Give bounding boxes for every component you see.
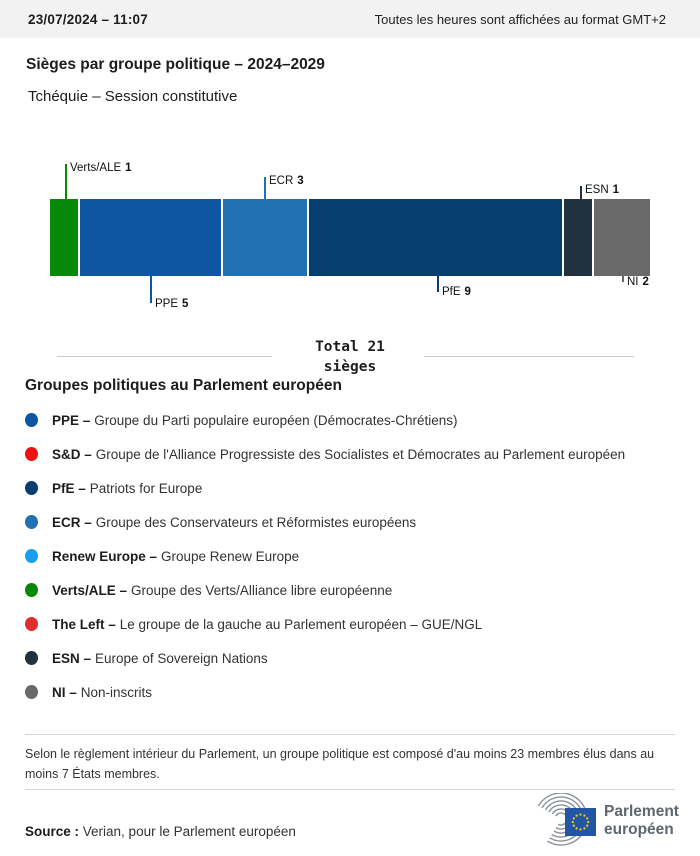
legend-desc: Europe of Sovereign Nations (95, 650, 268, 666)
group-seats: 9 (464, 286, 471, 298)
legend-desc: Patriots for Europe (89, 480, 203, 496)
legend-item-ppe: PPE – Groupe du Parti populaire européen … (25, 403, 685, 437)
legend-abbr: ESN – (52, 650, 92, 666)
legend-desc: Groupe du Parti populaire européen (Démo… (94, 412, 458, 428)
legend-item-esn: ESN – Europe of Sovereign Nations (25, 641, 685, 675)
ecr-color-dot-icon (25, 515, 38, 529)
bar-segment-ppe[interactable] (80, 199, 221, 276)
legend-desc: Groupe des Verts/Alliance libre européen… (131, 582, 393, 598)
callout-tick-ni (622, 276, 624, 282)
ep-hemicycle-icon: Parlement européen (534, 792, 679, 846)
timezone-note: Toutes les heures sont affichées au form… (374, 11, 666, 27)
renew-color-dot-icon (25, 549, 38, 563)
legend-heading: Groupes politiques au Parlement européen (25, 377, 342, 394)
callout-label-verts-ale: Verts/ALE 1 (70, 162, 132, 174)
footnote-text: Selon le règlement intérieur du Parlemen… (25, 747, 655, 781)
legend-abbr: ECR – (52, 514, 92, 530)
legend-item-sd: S&D – Groupe de l'Alliance Progressiste d… (25, 437, 685, 471)
page-title: Sièges par groupe politique – 2024–2029 (26, 56, 325, 73)
legend-desc: Groupe de l'Alliance Progressiste des So… (95, 446, 626, 462)
callout-tick-esn (580, 186, 582, 199)
ppe-color-dot-icon (25, 413, 38, 427)
callout-tick-ecr (264, 177, 266, 199)
pfe-color-dot-icon (25, 481, 38, 495)
legend-abbr: Verts/ALE – (52, 582, 128, 598)
seats-stacked-bar-chart: Verts/ALE 1 PPE 5 ECR 3 PfE 9 ESN 1 NI 2 (50, 150, 650, 325)
legend-abbr: PfE – (52, 480, 86, 496)
legend-item-ni: NI – Non-inscrits (25, 675, 685, 709)
legend-abbr: S&D – (52, 446, 92, 462)
legend-item-the-left: The Left – Le groupe de la gauche au Parl… (25, 607, 685, 641)
callout-label-ecr: ECR 3 (269, 175, 304, 187)
group-name: NI (627, 276, 639, 288)
esn-color-dot-icon (25, 651, 38, 665)
legend-item-renew: Renew Europe – Groupe Renew Europe (25, 539, 685, 573)
group-name: PfE (442, 286, 461, 298)
legend-abbr: PPE – (52, 412, 91, 428)
source-line: Source : Verian, pour le Parlement europ… (25, 824, 296, 839)
group-name: ESN (585, 184, 609, 196)
sd-color-dot-icon (25, 447, 38, 461)
logo-text-line2: européen (604, 821, 674, 838)
footnote-divider-top (25, 734, 675, 735)
callout-tick-ppe (150, 276, 152, 303)
group-name: Verts/ALE (70, 162, 122, 174)
group-seats: 1 (612, 184, 620, 196)
legend-desc: Groupe Renew Europe (161, 548, 300, 564)
callout-label-esn: ESN 1 (585, 184, 619, 196)
bar-segment-ni[interactable] (593, 199, 650, 276)
bar-segment-ecr[interactable] (222, 199, 307, 276)
total-line2: sièges (323, 359, 377, 375)
group-seats: 2 (642, 276, 649, 288)
group-name: PPE (155, 298, 179, 310)
legend-item-verts-ale: Verts/ALE – Groupe des Verts/Alliance lib… (25, 573, 685, 607)
top-bar: 23/07/2024 – 11:07 Toutes les heures son… (0, 0, 700, 38)
group-name: ECR (269, 175, 294, 187)
legend-abbr: NI – (52, 684, 77, 700)
verts-ale-color-dot-icon (25, 583, 38, 597)
bar-segment-esn[interactable] (563, 199, 592, 276)
group-seats: 1 (125, 162, 132, 174)
page-subtitle: Tchéquie – Session constitutive (28, 88, 238, 105)
footnote-divider-bottom (25, 789, 675, 790)
group-seats: 3 (297, 175, 304, 187)
legend-desc: Le groupe de la gauche au Parlement euro… (119, 616, 483, 632)
stacked-bar (50, 199, 650, 276)
bar-segment-pfe[interactable] (308, 199, 562, 276)
callout-tick-verts-ale (65, 164, 67, 199)
legend: PPE – Groupe du Parti populaire européen … (25, 403, 685, 709)
source-value: Verian, pour le Parlement européen (82, 824, 296, 839)
european-parliament-logo: Parlement européen (528, 792, 688, 848)
callout-label-ppe: PPE 5 (155, 298, 188, 310)
callout-label-pfe: PfE 9 (442, 286, 471, 298)
legend-abbr: The Left – (52, 616, 116, 632)
total-divider-right (424, 356, 634, 357)
legend-desc: Groupe des Conservateurs et Réformistes … (95, 514, 417, 530)
legend-item-ecr: ECR – Groupe des Conservateurs et Réformi… (25, 505, 685, 539)
callout-tick-pfe (437, 276, 439, 292)
source-label: Source : (25, 824, 80, 839)
callout-label-ni: NI 2 (627, 276, 649, 288)
datetime-label: 23/07/2024 – 11:07 (28, 11, 148, 27)
legend-abbr: Renew Europe – (52, 548, 158, 564)
group-seats: 5 (182, 298, 189, 310)
logo-text-line1: Parlement (604, 803, 679, 820)
total-line1: Total 21 (315, 339, 385, 355)
legend-item-pfe: PfE – Patriots for Europe (25, 471, 685, 505)
the-left-color-dot-icon (25, 617, 38, 631)
legend-desc: Non-inscrits (80, 684, 153, 700)
total-divider-left (57, 356, 272, 357)
total-seats-label: Total 21 sièges (280, 337, 420, 377)
ni-color-dot-icon (25, 685, 38, 699)
bar-segment-verts-ale[interactable] (50, 199, 79, 276)
